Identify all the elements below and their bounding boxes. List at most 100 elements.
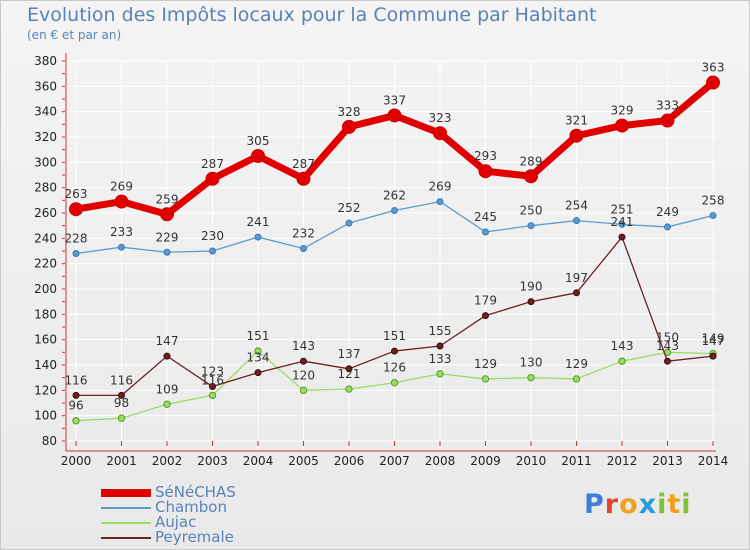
legend-swatch (101, 507, 151, 509)
data-label: 150 (656, 330, 679, 344)
data-point (527, 222, 535, 230)
data-point (163, 248, 171, 256)
legend-label: Aujac (155, 513, 197, 531)
legend-swatch (101, 537, 151, 539)
data-label: 151 (247, 329, 270, 343)
data-point (618, 233, 626, 241)
data-label: 337 (383, 93, 406, 107)
data-point (527, 373, 535, 382)
x-tick-label: 2002 (152, 454, 183, 468)
x-tick-label: 2004 (243, 454, 274, 468)
data-label: 269 (110, 180, 133, 194)
data-point (209, 383, 216, 391)
data-label: 228 (65, 232, 88, 246)
data-point (69, 202, 83, 217)
data-point (390, 379, 399, 387)
data-label: 155 (429, 324, 452, 338)
data-point (436, 342, 444, 350)
data-label: 263 (65, 187, 88, 201)
y-tick-label: 380 (34, 54, 57, 68)
data-point (114, 194, 129, 209)
y-tick-label: 120 (34, 383, 57, 397)
x-tick-label: 2005 (288, 454, 319, 468)
legend-item: SéNéCHAS (101, 483, 301, 501)
data-point (573, 289, 580, 297)
data-point (254, 369, 262, 377)
x-tick-label: 2000 (61, 454, 92, 468)
data-point (706, 75, 720, 90)
data-point (118, 391, 125, 399)
data-point (208, 391, 217, 400)
data-label: 250 (520, 204, 543, 218)
y-tick-label: 340 (34, 105, 57, 119)
x-tick-label: 2013 (652, 454, 683, 468)
data-label: 287 (292, 157, 315, 171)
x-tick-label: 2001 (106, 454, 137, 468)
y-tick-label: 100 (34, 409, 57, 423)
data-point (251, 149, 265, 163)
x-tick-label: 2009 (470, 454, 501, 468)
data-label: 126 (383, 361, 406, 375)
x-tick-label: 2006 (334, 454, 365, 468)
data-label: 123 (201, 365, 224, 379)
data-label: 98 (114, 396, 129, 410)
data-point (345, 219, 353, 227)
data-label: 229 (156, 230, 179, 244)
legend-label: Peyremale (155, 528, 234, 546)
legend-swatch (101, 522, 151, 524)
y-tick-label: 300 (34, 155, 57, 169)
data-point (345, 365, 353, 373)
x-tick-label: 2010 (516, 454, 547, 468)
data-point (296, 171, 311, 186)
data-label: 109 (156, 382, 179, 396)
data-label: 233 (110, 225, 133, 239)
data-point (387, 108, 402, 123)
data-point (664, 223, 671, 231)
data-point (524, 169, 538, 184)
data-point (72, 391, 80, 399)
y-tick-label: 160 (34, 333, 57, 347)
data-point (572, 375, 581, 383)
data-label: 134 (247, 351, 270, 365)
data-label: 179 (474, 294, 497, 308)
data-label: 241 (611, 215, 634, 229)
y-tick-label: 280 (34, 181, 57, 195)
data-label: 130 (520, 356, 543, 370)
data-label: 116 (201, 373, 224, 387)
data-point (117, 414, 126, 422)
y-tick-label: 80 (42, 434, 57, 448)
data-label: 305 (247, 134, 270, 148)
x-tick-label: 2003 (197, 454, 228, 468)
data-label: 137 (338, 347, 361, 361)
data-point (436, 370, 444, 378)
data-labels: 263 269 259 287 305 287 328 337 323 293 289 321 329 3… (65, 61, 725, 413)
data-label: 328 (338, 105, 361, 119)
data-label: 323 (429, 111, 452, 125)
data-label: 287 (201, 157, 224, 171)
x-tick-label: 2014 (698, 454, 729, 468)
data-label: 329 (611, 104, 634, 118)
data-point (664, 357, 671, 365)
legend-swatch (101, 489, 151, 497)
data-label: 121 (338, 367, 361, 381)
data-label: 120 (292, 368, 315, 382)
data-label: 143 (611, 339, 634, 353)
data-point (254, 233, 262, 241)
data-point (482, 228, 489, 236)
data-point (205, 171, 220, 186)
data-label: 197 (565, 271, 588, 285)
data-point (660, 113, 675, 128)
data-point (436, 198, 444, 206)
data-label: 147 (156, 334, 179, 348)
data-label: 269 (429, 180, 452, 194)
data-point (342, 119, 356, 134)
y-tick-label: 200 (34, 282, 57, 296)
chart-title: Evolution des Impôts locaux pour la Comm… (27, 4, 597, 26)
data-label: 249 (656, 205, 679, 219)
data-label: 289 (520, 154, 543, 168)
data-point (478, 164, 493, 179)
x-tick-label: 2012 (607, 454, 638, 468)
y-tick-label: 220 (34, 257, 57, 271)
data-label: 258 (702, 194, 725, 208)
